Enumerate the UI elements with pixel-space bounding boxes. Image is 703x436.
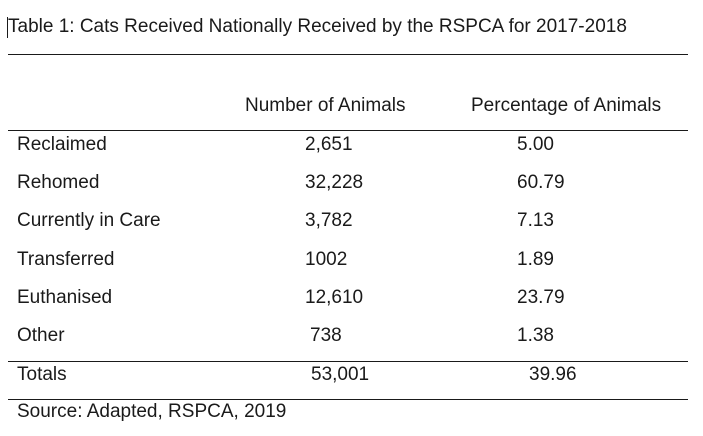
table-bottom-rule — [8, 399, 688, 400]
table-caption: Table 1: Cats Received Nationally Receiv… — [8, 16, 627, 37]
totals-rule — [8, 361, 688, 362]
row-number: 32,228 — [305, 172, 364, 193]
row-label: Other — [17, 325, 65, 346]
totals-label: Totals — [17, 364, 67, 385]
table-source: Source: Adapted, RSPCA, 2019 — [17, 401, 287, 422]
row-percentage: 60.79 — [517, 172, 565, 193]
row-percentage: 1.38 — [517, 325, 554, 346]
column-header-percentage: Percentage of Animals — [471, 95, 662, 116]
row-label: Reclaimed — [17, 134, 107, 155]
row-percentage: 23.79 — [517, 287, 565, 308]
header-rule — [8, 130, 688, 131]
table-top-rule — [8, 54, 688, 55]
text-cursor — [7, 17, 8, 38]
totals-number: 53,001 — [311, 364, 370, 385]
row-label: Currently in Care — [17, 210, 161, 231]
row-label: Rehomed — [17, 172, 100, 193]
row-percentage: 1.89 — [517, 249, 554, 270]
row-percentage: 7.13 — [517, 210, 554, 231]
row-percentage: 5.00 — [517, 134, 554, 155]
row-label: Euthanised — [17, 287, 113, 308]
row-number: 3,782 — [305, 210, 353, 231]
row-label: Transferred — [17, 249, 115, 270]
row-number: 2,651 — [305, 134, 353, 155]
totals-percentage: 39.96 — [529, 364, 577, 385]
row-number: 738 — [310, 325, 342, 346]
row-number: 1002 — [305, 249, 348, 270]
column-header-number: Number of Animals — [245, 95, 406, 116]
row-number: 12,610 — [305, 287, 364, 308]
